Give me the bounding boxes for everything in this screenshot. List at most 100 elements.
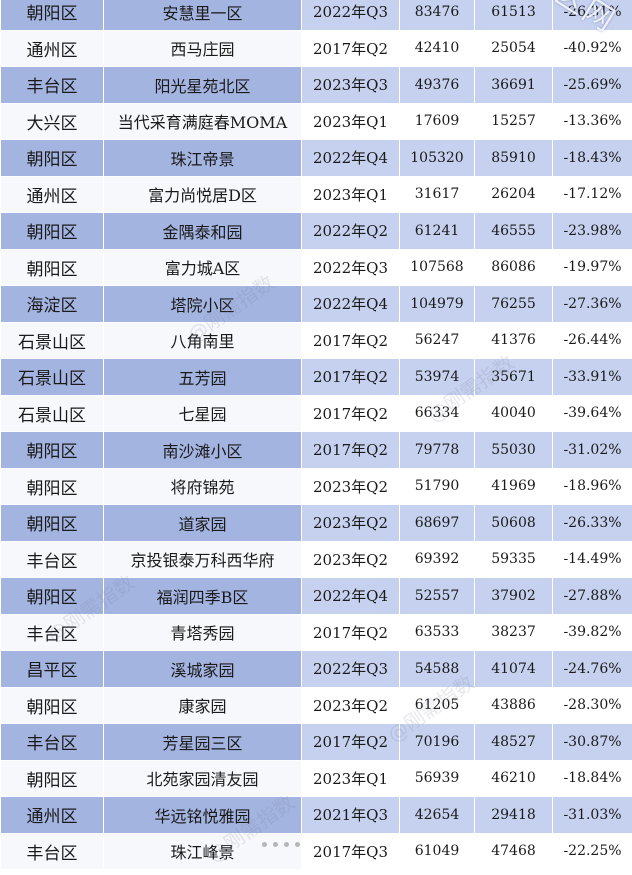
quarter-cell: 2017年Q2 [301,613,400,651]
price-after-cell: 41074 [474,650,553,688]
table-row: 石景山区 五芳园 2017年Q2 53974 35671 -33.91% [0,358,632,396]
change-percent-cell: -40.92% [552,29,632,67]
district-cell: 朝阳区 [0,212,104,250]
quarter-cell: 2017年Q2 [301,358,400,396]
community-name-cell: 华远铭悦雅园 [103,796,302,834]
quarter-cell: 2017年Q2 [301,29,400,67]
community-name-cell: 将府锦苑 [103,467,302,505]
price-after-cell: 47468 [474,832,553,870]
page-dot[interactable] [262,842,267,847]
change-percent-cell: -26.33% [552,504,632,542]
page-dot[interactable] [273,842,278,847]
quarter-cell: 2017年Q3 [301,832,400,870]
community-name-cell: 七星园 [103,394,302,432]
page-dot[interactable] [284,842,289,847]
table-row: 通州区 富力尚悦居D区 2023年Q1 31617 26204 -17.12% [0,175,632,213]
price-before-cell: 79778 [399,431,475,469]
district-cell: 丰台区 [0,540,104,578]
price-after-cell: 41376 [474,321,553,359]
price-after-cell: 37902 [474,577,553,615]
community-name-cell: 西马庄园 [103,29,302,67]
quarter-cell: 2021年Q3 [301,796,400,834]
price-before-cell: 56939 [399,759,475,797]
price-before-cell: 66334 [399,394,475,432]
community-name-cell: 八角南里 [103,321,302,359]
community-name-cell: 溪城家园 [103,650,302,688]
pagination-dots[interactable] [262,842,300,847]
quarter-cell: 2017年Q2 [301,431,400,469]
price-before-cell: 61205 [399,686,475,724]
quarter-cell: 2022年Q4 [301,577,400,615]
table-row: 朝阳区 将府锦苑 2023年Q2 51790 41969 -18.96% [0,467,632,505]
table-row: 通州区 华远铭悦雅园 2021年Q3 42654 29418 -31.03% [0,796,632,834]
price-after-cell: 38237 [474,613,553,651]
change-percent-cell: -31.03% [552,796,632,834]
price-before-cell: 49376 [399,66,475,104]
community-name-cell: 富力城A区 [103,248,302,286]
price-after-cell: 50608 [474,504,553,542]
price-before-cell: 17609 [399,102,475,140]
price-before-cell: 42410 [399,29,475,67]
price-before-cell: 104979 [399,285,475,323]
district-cell: 朝阳区 [0,139,104,177]
table-row: 昌平区 溪城家园 2022年Q3 54588 41074 -24.76% [0,650,632,688]
community-name-cell: 芳星园三区 [103,723,302,761]
community-name-cell: 青塔秀园 [103,613,302,651]
district-cell: 朝阳区 [0,504,104,542]
district-cell: 朝阳区 [0,759,104,797]
change-percent-cell: -27.88% [552,577,632,615]
change-percent-cell: -25.69% [552,66,632,104]
quarter-cell: 2022年Q4 [301,139,400,177]
community-name-cell: 道家园 [103,504,302,542]
quarter-cell: 2022年Q2 [301,212,400,250]
community-name-cell: 金隅泰和园 [103,212,302,250]
price-after-cell: 35671 [474,358,553,396]
table-row: 朝阳区 福润四季B区 2022年Q4 52557 37902 -27.88% [0,577,632,615]
district-cell: 丰台区 [0,832,104,870]
community-name-cell: 京投银泰万科西华府 [103,540,302,578]
change-percent-cell: -27.36% [552,285,632,323]
community-name-cell: 福润四季B区 [103,577,302,615]
change-percent-cell: -39.82% [552,613,632,651]
table-row: 朝阳区 康家园 2023年Q2 61205 43886 -28.30% [0,686,632,724]
page-dot[interactable] [295,842,300,847]
table-row: 朝阳区 珠江帝景 2022年Q4 105320 85910 -18.43% [0,139,632,177]
price-before-cell: 42654 [399,796,475,834]
change-percent-cell: -28.30% [552,686,632,724]
table-row: 丰台区 珠江峰景 2017年Q3 61049 47468 -22.25% [0,832,632,870]
quarter-cell: 2022年Q4 [301,285,400,323]
quarter-cell: 2017年Q2 [301,394,400,432]
community-name-cell: 塔院小区 [103,285,302,323]
price-before-cell: 63533 [399,613,475,651]
price-before-cell: 68697 [399,504,475,542]
district-cell: 大兴区 [0,102,104,140]
quarter-cell: 2023年Q1 [301,759,400,797]
price-after-cell: 76255 [474,285,553,323]
district-cell: 海淀区 [0,285,104,323]
price-after-cell: 46555 [474,212,553,250]
price-before-cell: 56247 [399,321,475,359]
price-before-cell: 83476 [399,0,475,31]
quarter-cell: 2023年Q1 [301,102,400,140]
change-percent-cell: -13.36% [552,102,632,140]
change-percent-cell: -33.91% [552,358,632,396]
district-cell: 石景山区 [0,394,104,432]
price-after-cell: 25054 [474,29,553,67]
table-row: 石景山区 八角南里 2017年Q2 56247 41376 -26.44% [0,321,632,359]
price-after-cell: 15257 [474,102,553,140]
price-before-cell: 61049 [399,832,475,870]
price-before-cell: 69392 [399,540,475,578]
price-after-cell: 41969 [474,467,553,505]
change-percent-cell: -18.43% [552,139,632,177]
district-cell: 石景山区 [0,321,104,359]
price-after-cell: 55030 [474,431,553,469]
community-name-cell: 五芳园 [103,358,302,396]
change-percent-cell: -31.02% [552,431,632,469]
district-cell: 通州区 [0,796,104,834]
table-row: 丰台区 阳光星苑北区 2023年Q3 49376 36691 -25.69% [0,66,632,104]
change-percent-cell: -26.44% [552,321,632,359]
price-before-cell: 52557 [399,577,475,615]
price-after-cell: 85910 [474,139,553,177]
